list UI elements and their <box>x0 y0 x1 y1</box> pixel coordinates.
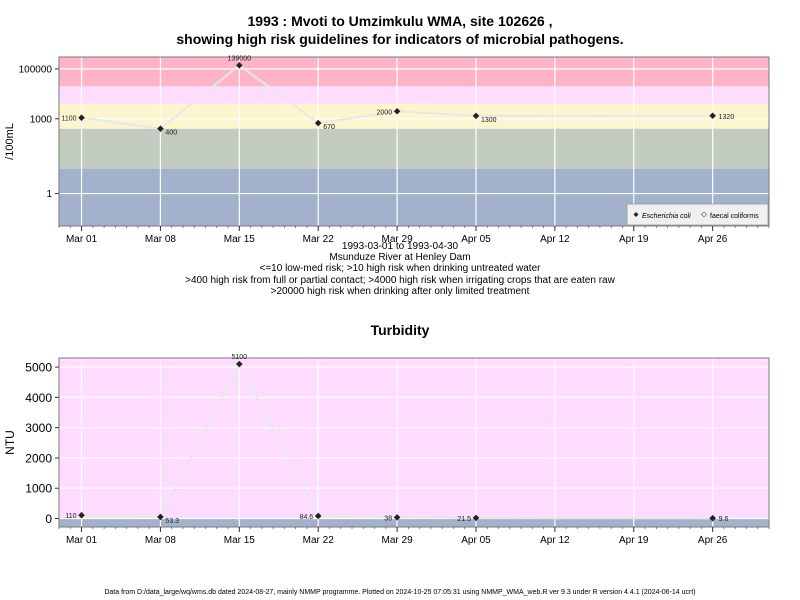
turbidity-ytick-label-1: 1000 <box>25 482 52 496</box>
ecoli-risk-band-3 <box>59 86 769 104</box>
turbidity-xtick-label-5: Apr 05 <box>461 535 491 546</box>
turbidity-data-label-4: 38 <box>384 515 392 522</box>
ecoli-data-point-1 <box>157 125 164 132</box>
ecoli-data-label-0: 1100 <box>61 116 76 123</box>
ecoli-data-label-4: 2000 <box>377 109 393 116</box>
turbidity-xtick-label-2: Mar 15 <box>224 535 256 546</box>
turbidity-xtick-label-1: Mar 08 <box>145 535 177 546</box>
ecoli-data-point-2 <box>236 62 243 69</box>
ecoli-xtick-label-5: Apr 05 <box>461 234 491 245</box>
ecoli-xtick-label-3: Mar 22 <box>303 234 335 245</box>
ecoli-data-point-5 <box>472 112 480 120</box>
turbidity-data-label-5: 21.5 <box>457 516 471 523</box>
turbidity-y-axis-label: NTU <box>3 430 17 455</box>
ecoli-xtick-label-4: Mar 29 <box>382 234 414 245</box>
ecoli-ytick-label-2: 100000 <box>19 64 53 75</box>
ecoli-data-label-3: 670 <box>323 124 335 131</box>
ecoli-ytick-label-1: 1000 <box>30 114 53 125</box>
footer-note: Data from D:/data_large/wq/wms.db dated … <box>104 589 696 596</box>
turbidity-data-point-2 <box>236 360 243 368</box>
turbidity-data-point-0 <box>78 511 85 519</box>
turbidity-data-point-1 <box>157 513 164 521</box>
ecoli-plot-frame <box>58 56 770 227</box>
ecoli-data-point-0 <box>78 114 85 122</box>
turbidity-data-point-4 <box>393 514 401 521</box>
ecoli-data-point-6 <box>709 112 716 120</box>
turbidity-data-label-2: 5100 <box>232 354 248 361</box>
ecoli-risk-band-4 <box>59 57 769 87</box>
turbidity-risk-band-0 <box>59 517 769 527</box>
turbidity-risk-band-1 <box>59 358 769 518</box>
turbidity-xtick-label-3: Mar 22 <box>303 535 335 546</box>
ecoli-risk-band-1 <box>59 128 769 169</box>
chart-title-line-1: 1993 : Mvoti to Umzimkulu WMA, site 1026… <box>247 13 553 29</box>
turbidity-data-label-3: 84.6 <box>300 514 314 521</box>
turbidity-xtick-label-7: Apr 19 <box>619 535 649 546</box>
turbidity-ytick-label-2: 2000 <box>25 451 52 465</box>
turbidity-chart-title: Turbidity <box>370 322 430 338</box>
ecoli-xtick-label-1: Mar 08 <box>145 234 177 245</box>
turbidity-xtick-label-4: Mar 29 <box>382 535 414 546</box>
caption-risk-drinking: <=10 low-med risk; >10 high risk when dr… <box>259 263 541 274</box>
turbidity-ytick-label-5: 5000 <box>25 361 52 375</box>
ecoli-data-label-6: 1320 <box>719 114 735 121</box>
ecoli-legend-label-1: faecal coliforms <box>710 213 759 220</box>
ecoli-xtick-label-6: Apr 12 <box>540 234 570 245</box>
turbidity-data-point-6 <box>709 514 716 522</box>
ecoli-data-point-3 <box>314 119 322 127</box>
ecoli-data-point-4 <box>393 107 401 115</box>
turbidity-xtick-label-6: Apr 12 <box>540 535 570 546</box>
ecoli-xtick-label-7: Apr 19 <box>619 234 649 245</box>
ecoli-ytick-label-0: 1 <box>46 189 52 200</box>
caption-risk-limited-treatment: >20000 high risk when drinking after onl… <box>270 286 530 297</box>
caption-site-name: Msunduze River at Henley Dam <box>329 252 471 263</box>
ecoli-data-label-2: 139000 <box>228 55 251 62</box>
turbidity-data-point-5 <box>472 514 480 522</box>
caption-date-range: 1993-03-01 to 1993-04-30 <box>341 241 459 252</box>
turbidity-data-point-3 <box>314 512 322 520</box>
turbidity-xtick-label-0: Mar 01 <box>66 535 98 546</box>
turbidity-ytick-label-0: 0 <box>45 512 52 526</box>
turbidity-data-label-0: 110 <box>65 513 76 520</box>
ecoli-legend-marker-1 <box>701 211 707 218</box>
turbidity-data-label-1: 53.3 <box>165 518 179 525</box>
turbidity-data-label-6: 9.6 <box>719 516 729 523</box>
ecoli-xtick-label-2: Mar 15 <box>224 234 256 245</box>
turbidity-ytick-label-4: 4000 <box>25 391 52 405</box>
ecoli-legend-box <box>626 203 769 226</box>
ecoli-y-axis-label: /100mL <box>4 123 16 160</box>
ecoli-xtick-label-0: Mar 01 <box>66 234 98 245</box>
turbidity-plot-frame <box>58 357 770 528</box>
caption-risk-contact: >400 high risk from full or partial cont… <box>185 275 615 286</box>
ecoli-data-label-1: 400 <box>165 130 177 137</box>
turbidity-xtick-label-8: Apr 26 <box>698 535 728 546</box>
ecoli-data-label-5: 1300 <box>481 117 497 124</box>
turbidity-ytick-label-3: 3000 <box>25 421 52 435</box>
ecoli-legend-marker-0 <box>633 212 639 217</box>
ecoli-xtick-label-8: Apr 26 <box>698 234 728 245</box>
chart-title-line-2: showing high risk guidelines for indicat… <box>176 31 624 47</box>
ecoli-legend-label-0: Escherichia coli <box>642 213 691 220</box>
